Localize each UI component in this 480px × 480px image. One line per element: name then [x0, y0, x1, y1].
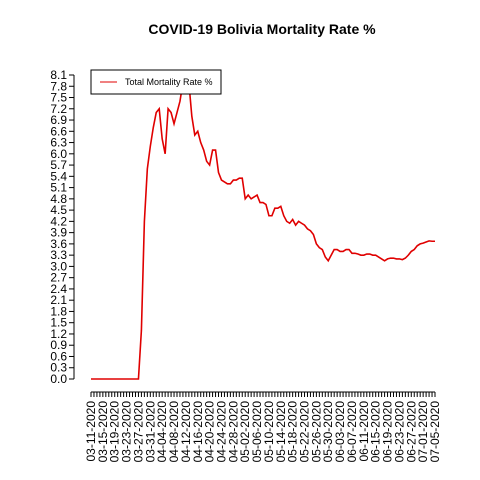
y-tick-label: 4.2 — [50, 214, 67, 228]
y-tick-label: 0.3 — [50, 361, 67, 375]
y-tick-label: 5.1 — [50, 181, 67, 195]
x-tick-label: 06-27-2020 — [404, 401, 418, 463]
x-tick-label: 05-22-2020 — [298, 401, 312, 463]
y-tick-label: 2.1 — [50, 293, 67, 307]
y-tick-label: 3.3 — [50, 248, 67, 262]
y-tick-label: 0.6 — [50, 349, 67, 363]
x-tick-label: 03-15-2020 — [96, 401, 110, 463]
x-tick-label: 04-04-2020 — [155, 401, 169, 463]
y-tick-label: 1.8 — [50, 304, 67, 318]
x-tick-label: 05-06-2020 — [250, 401, 264, 463]
legend-label: Total Mortality Rate % — [125, 77, 213, 87]
x-tick-label: 05-14-2020 — [274, 401, 288, 463]
x-tick-label: 03-11-2020 — [84, 401, 98, 462]
y-tick-label: 5.7 — [50, 158, 67, 172]
x-tick-label: 04-16-2020 — [191, 401, 205, 463]
x-tick-label: 04-24-2020 — [214, 401, 228, 463]
x-tick-label: 05-10-2020 — [262, 401, 276, 463]
legend: Total Mortality Rate % — [90, 69, 222, 95]
x-tick-label: 03-27-2020 — [131, 401, 145, 463]
y-tick-label: 3.6 — [50, 237, 67, 251]
y-tick-label: 7.2 — [50, 102, 67, 116]
x-tick-label: 03-19-2020 — [108, 401, 122, 463]
y-tick-label: 6.6 — [50, 124, 67, 138]
x-tick-label: 03-23-2020 — [120, 401, 134, 463]
x-tick-label: 05-02-2020 — [238, 401, 252, 463]
y-tick-label: 0.9 — [50, 338, 67, 352]
y-tick-label: 2.4 — [50, 282, 67, 296]
x-tick-label: 06-07-2020 — [345, 401, 359, 463]
data-line — [91, 72, 435, 380]
x-tick-label: 03-31-2020 — [143, 401, 157, 463]
x-tick-label: 05-30-2020 — [321, 401, 335, 463]
x-tick-label: 06-03-2020 — [333, 401, 347, 463]
x-tick-label: 04-20-2020 — [203, 401, 217, 463]
x-tick-label: 05-18-2020 — [286, 401, 300, 463]
y-tick-label: 2.7 — [50, 271, 67, 285]
y-tick-label: 4.5 — [50, 203, 67, 217]
y-tick-label: 1.5 — [50, 316, 67, 330]
x-tick-label: 07-01-2020 — [416, 401, 430, 463]
y-tick-label: 1.2 — [50, 327, 67, 341]
y-tick-label: 5.4 — [50, 169, 67, 183]
x-tick-label: 06-11-2020 — [357, 401, 371, 462]
chart-title: COVID-19 Bolivia Mortality Rate % — [148, 21, 376, 37]
x-tick-label: 07-05-2020 — [428, 401, 442, 463]
y-tick-label: 6.9 — [50, 113, 67, 127]
x-tick-label: 04-08-2020 — [167, 401, 181, 463]
y-tick-label: 3.0 — [50, 259, 67, 273]
y-tick-label: 4.8 — [50, 192, 67, 206]
y-tick-label: 7.5 — [50, 91, 67, 105]
y-tick-label: 3.9 — [50, 226, 67, 240]
y-tick-label: 6.3 — [50, 136, 67, 150]
x-tick-label: 04-28-2020 — [226, 401, 240, 463]
y-tick-label: 8.1 — [50, 68, 67, 82]
y-tick-label: 6.0 — [50, 147, 67, 161]
x-tick-label: 04-12-2020 — [179, 401, 193, 463]
y-tick-label: 0.0 — [50, 372, 67, 386]
x-tick-label: 05-26-2020 — [309, 401, 323, 463]
x-tick-label: 06-23-2020 — [392, 401, 406, 463]
x-tick-label: 06-19-2020 — [381, 401, 395, 463]
x-tick-label: 06-15-2020 — [369, 401, 383, 463]
y-tick-label: 7.8 — [50, 79, 67, 93]
